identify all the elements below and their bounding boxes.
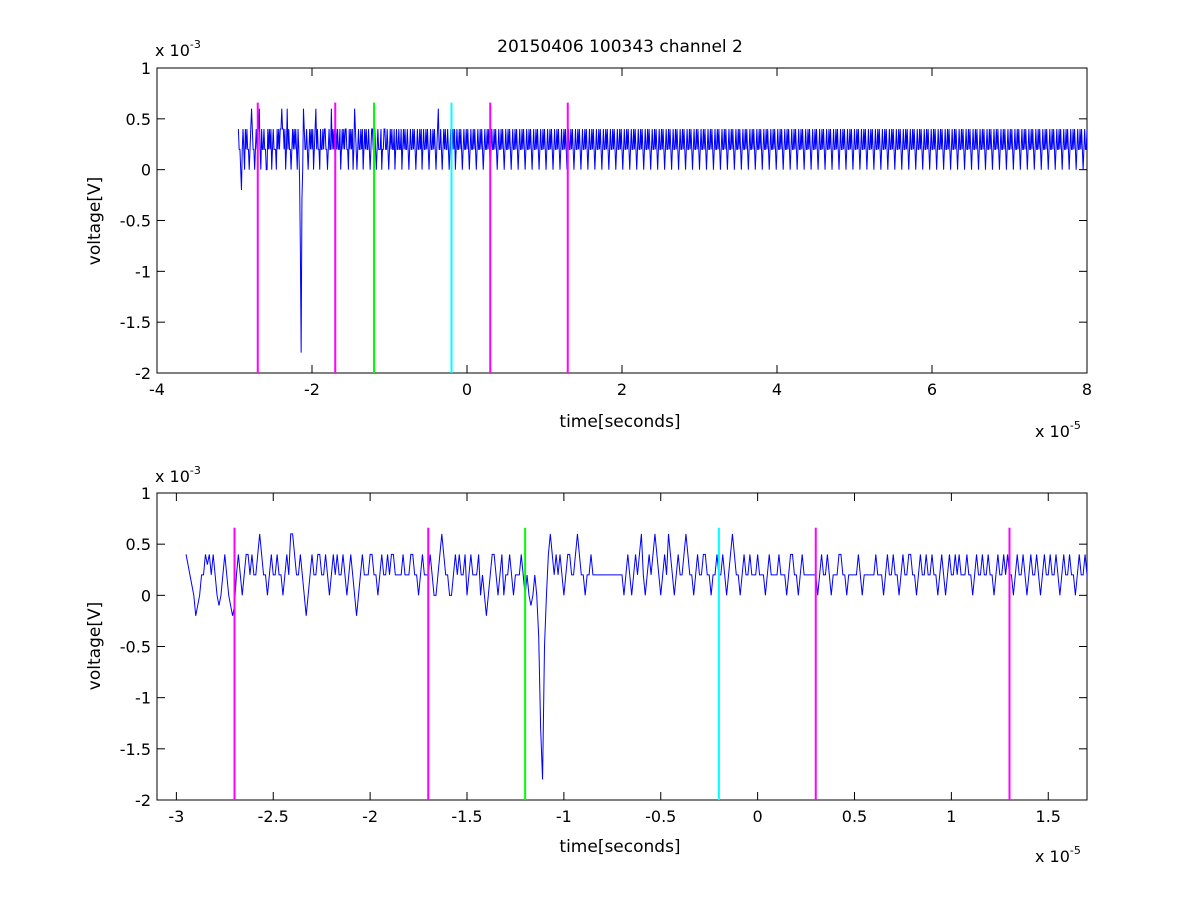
- x-axis-label: time[seconds]: [559, 837, 680, 857]
- x-exponent: x 10-5: [1035, 844, 1081, 866]
- y-tick-label: -2: [135, 791, 151, 810]
- x-tick-label: 0.5: [842, 807, 867, 826]
- x-tick-label: 6: [927, 380, 937, 399]
- y-tick-label: -2: [135, 364, 151, 383]
- y-axis-label: voltage[V]: [85, 602, 105, 690]
- x-exponent: x 10-5: [1035, 419, 1081, 441]
- x-tick-label: 0: [462, 380, 472, 399]
- y-axis-label: voltage[V]: [85, 177, 105, 265]
- x-tick-label: 1: [946, 807, 956, 826]
- bottom-axes: x 10-3 x 10-5 time[seconds] voltage[V] -…: [85, 464, 1088, 866]
- y-tick-label: -1: [135, 689, 151, 708]
- y-tick-label: 0: [141, 161, 151, 180]
- x-tick-label: 2: [617, 380, 627, 399]
- x-tick-label: 4: [772, 380, 782, 399]
- x-tick-label: -3: [168, 807, 184, 826]
- signal-line: [185, 533, 1087, 780]
- y-tick-label: 0.5: [126, 535, 151, 554]
- top-axes: 20150406 100343 channel 2 x 10-3 x 10-5 …: [85, 37, 1092, 441]
- x-tick-label: 0: [753, 807, 763, 826]
- y-exponent: x 10-3: [155, 464, 201, 486]
- x-tick-label: -2: [304, 380, 320, 399]
- y-tick-label: -1.5: [120, 313, 151, 332]
- y-tick-label: 1: [141, 484, 151, 503]
- y-tick-label: -0.5: [120, 212, 151, 231]
- x-tick-label: -2: [362, 807, 378, 826]
- signal-line: [237, 108, 1087, 353]
- x-tick-label: -2.5: [258, 807, 289, 826]
- axes-frame: [156, 67, 1088, 374]
- x-tick-label: 8: [1082, 380, 1092, 399]
- chart-title: 20150406 100343 channel 2: [497, 37, 743, 57]
- x-tick-label: -4: [149, 380, 165, 399]
- x-tick-label: -0.5: [645, 807, 676, 826]
- x-tick-label: -1.5: [451, 807, 482, 826]
- y-tick-label: 0: [141, 586, 151, 605]
- x-axis-label: time[seconds]: [559, 412, 680, 432]
- y-tick-label: -1: [135, 262, 151, 281]
- y-tick-label: 1: [141, 59, 151, 78]
- axes-frame: [156, 492, 1088, 801]
- x-tick-label: 1.5: [1036, 807, 1061, 826]
- y-exponent: x 10-3: [155, 38, 201, 60]
- y-tick-label: -1.5: [120, 740, 151, 759]
- x-tick-label: -1: [556, 807, 572, 826]
- y-tick-label: -0.5: [120, 638, 151, 657]
- y-tick-label: 0.5: [126, 110, 151, 129]
